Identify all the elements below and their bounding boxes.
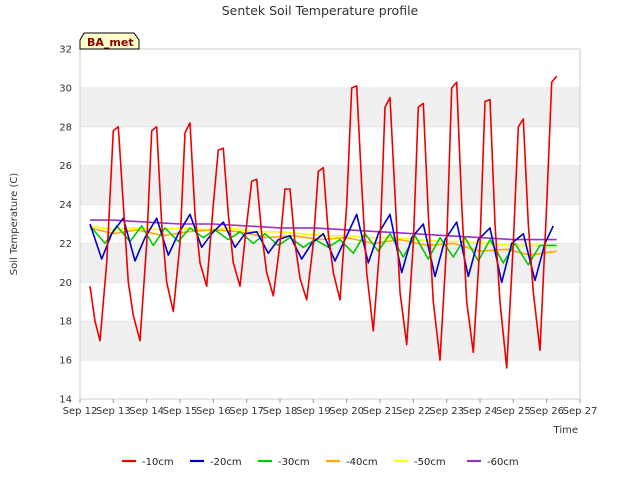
y-tick-label: 16 (59, 356, 72, 367)
x-tick-label: Sep 15 (163, 406, 198, 417)
legend-item-label: -10cm (142, 457, 174, 468)
legend-item-label: -20cm (210, 457, 242, 468)
x-tick-label: Sep 21 (363, 406, 398, 417)
y-tick-label: 32 (59, 45, 72, 56)
series-lines (89, 75, 558, 369)
y-tick-label: 18 (59, 317, 72, 328)
legend-item-label: -40cm (346, 457, 378, 468)
x-axis-label: Time (553, 425, 578, 436)
plot-background-bands (80, 87, 580, 400)
series-line-minus-30cm (89, 225, 557, 266)
series-line-minus-20cm (89, 213, 555, 284)
site-label-box: BA_met (79, 32, 140, 50)
x-tick-label: Sep 24 (463, 406, 498, 417)
x-tick-label: Sep 27 (563, 406, 598, 417)
x-tick-label: Sep 12 (63, 406, 98, 417)
y-tick-label: 28 (59, 122, 72, 133)
y-tick-label: 26 (59, 161, 72, 172)
y-tick-label: 22 (59, 239, 72, 250)
legend-item-label: -60cm (487, 457, 519, 468)
legend: -10cm -20cm -30cm -40cm -50cm -60cm (122, 457, 519, 468)
y-tick-label: 14 (59, 395, 72, 406)
site-label: BA_met (87, 36, 134, 49)
y-axis-label: Soil Temperature (C) (9, 173, 20, 276)
x-tick-label: Sep 22 (396, 406, 431, 417)
plot-frame (79, 48, 581, 400)
x-tick-label: Sep 26 (529, 406, 564, 417)
grid-band (80, 87, 580, 127)
x-tick-label: Sep 17 (229, 406, 264, 417)
x-tick-label: Sep 19 (296, 406, 331, 417)
x-tick-label: Sep 25 (496, 406, 531, 417)
x-tick-label: Sep 14 (129, 406, 164, 417)
legend-item-label: -50cm (414, 457, 446, 468)
y-axis: 14 16 18 20 22 24 26 28 30 32 (59, 45, 72, 406)
x-tick-label: Sep 13 (96, 406, 131, 417)
y-tick-label: 20 (59, 278, 72, 289)
legend-item-label: -30cm (278, 457, 310, 468)
series-line-minus-10cm (89, 75, 558, 369)
y-tick-label: 30 (59, 83, 72, 94)
x-tick-label: Sep 23 (429, 406, 464, 417)
grid-band (80, 165, 580, 205)
x-tick-label: Sep 20 (329, 406, 364, 417)
grid-band (80, 321, 580, 361)
x-tick-label: Sep 16 (196, 406, 231, 417)
chart-title: Sentek Soil Temperature profile (222, 3, 419, 18)
y-tick-label: 24 (59, 200, 72, 211)
x-tick-label: Sep 18 (263, 406, 298, 417)
